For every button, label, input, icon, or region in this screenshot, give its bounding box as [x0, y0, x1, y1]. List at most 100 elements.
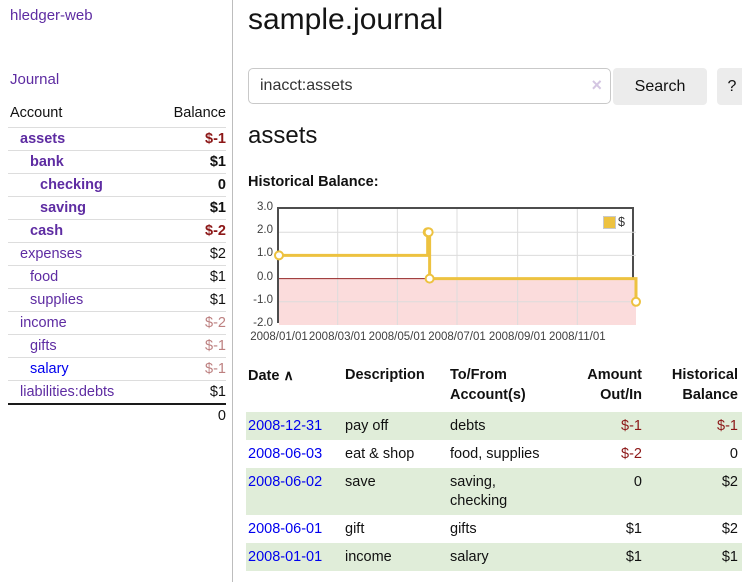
- register-tofrom-accounts: food, supplies: [450, 446, 540, 462]
- account-balance: $-2: [152, 219, 226, 243]
- legend-label: $: [618, 215, 625, 229]
- register-balance: $2: [721, 521, 738, 537]
- search-input[interactable]: [248, 68, 611, 104]
- account-balance: $1: [152, 380, 226, 404]
- search-help-button[interactable]: ?: [717, 68, 742, 105]
- account-balance: $1: [152, 288, 226, 312]
- sidebar-account-link-liabilities-debts[interactable]: liabilities:debts: [20, 384, 115, 400]
- register-header-tofrom: To/From Account(s): [450, 367, 526, 403]
- sidebar: hledger-web Journal Account Balance asse…: [0, 0, 233, 582]
- register-description: eat & shop: [345, 446, 415, 462]
- register-row: 2008-06-02 save saving, checking 0 $2: [246, 468, 742, 515]
- sidebar-account-row: gifts $-1: [8, 334, 226, 358]
- register-amount: $-2: [621, 446, 642, 462]
- register-description: income: [345, 549, 392, 565]
- sort-ascending-icon: ∧: [283, 367, 294, 383]
- chart-legend: $: [603, 215, 625, 229]
- sidebar-account-link-checking[interactable]: checking: [40, 177, 103, 193]
- sidebar-account-link-bank[interactable]: bank: [30, 154, 64, 170]
- sidebar-account-link-food[interactable]: food: [30, 269, 59, 285]
- app-brand-link[interactable]: hledger-web: [10, 7, 93, 24]
- register-header-description: Description: [345, 367, 425, 383]
- sidebar-account-row: supplies $1: [8, 288, 226, 312]
- sidebar-account-row: expenses $2: [8, 242, 226, 266]
- sidebar-account-link-saving[interactable]: saving: [40, 200, 86, 216]
- sidebar-account-row: checking 0: [8, 173, 226, 197]
- account-balance: $1: [152, 265, 226, 289]
- register-date-link[interactable]: 2008-06-03: [248, 446, 323, 462]
- y-axis-tick-label: -2.0: [253, 317, 273, 329]
- register-balance: $-1: [717, 418, 738, 434]
- register-amount: $-1: [621, 418, 642, 434]
- account-balance: $-1: [152, 357, 226, 381]
- register-row: 2008-12-31 pay off debts $-1 $-1: [246, 412, 742, 440]
- accounts-header-account: Account: [10, 105, 63, 121]
- y-axis-tick-label: 2.0: [257, 224, 273, 237]
- register-row: 2008-01-01 income salary $1 $1: [246, 543, 742, 571]
- register-rows: 2008-12-31 pay off debts $-1 $-1 2008-06-03 ea…: [246, 412, 742, 571]
- sidebar-account-link-cash[interactable]: cash: [30, 223, 64, 239]
- x-axis-tick-label: 2008/09/01: [488, 331, 547, 343]
- sidebar-account-row: bank $1: [8, 150, 226, 174]
- register-description: gift: [345, 521, 365, 537]
- sidebar-account-link-salary[interactable]: salary: [30, 361, 69, 377]
- sidebar-item-journal[interactable]: Journal: [10, 71, 60, 88]
- register-header-date[interactable]: Date ∧: [248, 367, 294, 384]
- register-balance: $2: [721, 474, 738, 490]
- x-axis-tick-label: 2008/07/01: [428, 331, 486, 343]
- register-table: Date ∧ Description To/From Account(s) Am…: [246, 362, 742, 571]
- clear-search-icon[interactable]: ×: [591, 75, 602, 95]
- register-tofrom-accounts: gifts: [450, 521, 477, 537]
- register-amount: 0: [633, 474, 642, 490]
- sidebar-account-link-expenses[interactable]: expenses: [20, 246, 83, 262]
- main-content: sample.journal × Search ? assets Histori…: [246, 0, 742, 582]
- account-rows: assets $-1 bank $1 checking 0 saving $1 cash $-2 e…: [8, 127, 226, 404]
- sidebar-account-row: liabilities:debts $1: [8, 380, 226, 404]
- account-balance: 0: [152, 173, 226, 197]
- sidebar-account-row: saving $1: [8, 196, 226, 220]
- register-balance: $1: [721, 549, 738, 565]
- accounts-table-header: Account Balance: [8, 102, 226, 128]
- x-axis-tick-label: 2008/01/01: [250, 331, 308, 343]
- account-heading: assets: [248, 122, 318, 149]
- register-header-row: Date ∧ Description To/From Account(s) Am…: [246, 362, 742, 412]
- accounts-total-value: 0: [152, 403, 226, 427]
- y-axis-tick-label: -1.0: [253, 293, 273, 306]
- sidebar-account-row: income $-2: [8, 311, 226, 335]
- page-title: sample.journal: [248, 3, 444, 36]
- register-date-link[interactable]: 2008-06-02: [248, 474, 323, 490]
- historical-balance-chart: $ 3.0 2.0 1.0 0.0 -1.0 -2.0 2008/01/01 2008/03/…: [248, 201, 742, 355]
- search-button[interactable]: Search: [613, 68, 707, 105]
- legend-swatch-icon: [603, 215, 617, 229]
- chart-heading: Historical Balance:: [248, 174, 379, 190]
- account-balance: $-1: [152, 127, 226, 151]
- accounts-table: Account Balance assets $-1 bank $1 checking 0…: [8, 102, 226, 427]
- register-description: save: [345, 474, 376, 490]
- sidebar-account-link-assets[interactable]: assets: [20, 131, 66, 147]
- x-axis-tick-label: 2008/03/01: [308, 331, 367, 343]
- register-tofrom-accounts: debts: [450, 418, 486, 434]
- x-axis-tick-label: 2008/05/01: [368, 331, 427, 343]
- register-date-link[interactable]: 2008-06-01: [248, 521, 323, 537]
- sidebar-account-link-supplies[interactable]: supplies: [30, 292, 84, 308]
- chart-canvas: [274, 209, 641, 325]
- sidebar-account-link-income[interactable]: income: [20, 315, 67, 331]
- account-balance: $-1: [152, 334, 226, 358]
- register-tofrom-accounts: salary: [450, 549, 489, 565]
- register-row: 2008-06-01 gift gifts $1 $2: [246, 515, 742, 543]
- sidebar-account-link-gifts[interactable]: gifts: [30, 338, 57, 354]
- register-date-link[interactable]: 2008-12-31: [248, 418, 323, 434]
- account-balance: $1: [152, 196, 226, 220]
- x-axis-tick-label: 2008/11/01: [548, 331, 606, 343]
- y-axis-tick-label: 3.0: [257, 201, 273, 213]
- sidebar-account-row: cash $-2: [8, 219, 226, 243]
- account-balance: $2: [152, 242, 226, 266]
- register-header-balance: Historical Balance: [671, 367, 738, 403]
- register-amount: $1: [625, 521, 642, 537]
- account-balance: $-2: [152, 311, 226, 335]
- y-axis-tick-label: 0.0: [257, 270, 273, 283]
- accounts-total-row: 0: [8, 403, 226, 427]
- search-bar: × Search ?: [248, 68, 742, 105]
- register-date-link[interactable]: 2008-01-01: [248, 549, 323, 565]
- register-row: 2008-06-03 eat & shop food, supplies $-2 0: [246, 440, 742, 468]
